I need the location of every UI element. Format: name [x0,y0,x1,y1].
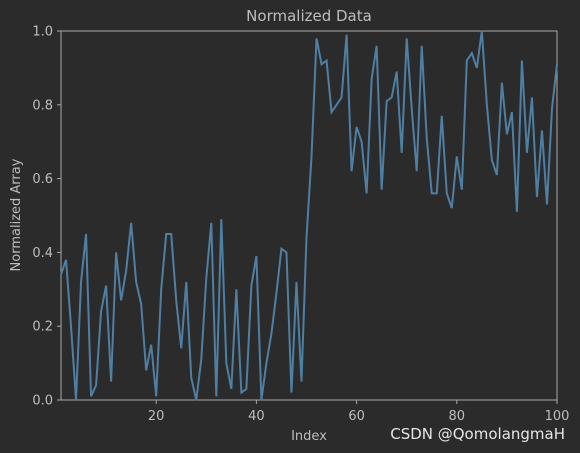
y-axis-ticks: 0.0 0.2 0.4 0.6 0.8 1.0 [32,25,61,409]
watermark: CSDN @QomolangmaH [390,425,565,443]
chart-title: Normalized Data [246,7,372,25]
x-tick-label: 60 [348,409,365,424]
x-tick-label: 20 [148,409,165,424]
x-axis-label: Index [291,429,327,444]
y-tick-label: 0.0 [32,394,53,409]
y-tick-label: 0.8 [32,98,53,113]
y-tick-label: 0.4 [32,246,53,261]
y-tick-label: 0.2 [32,320,53,335]
plot-area [60,30,558,401]
y-tick-label: 1.0 [32,25,53,40]
y-tick-label: 0.6 [32,172,53,187]
x-axis-ticks: 20 40 60 80 100 [148,400,569,424]
x-tick-label: 40 [248,409,265,424]
data-series-line [60,30,558,401]
x-tick-label: 80 [449,409,466,424]
y-axis-label: Normalized Array [9,158,24,271]
x-tick-label: 100 [545,409,570,424]
